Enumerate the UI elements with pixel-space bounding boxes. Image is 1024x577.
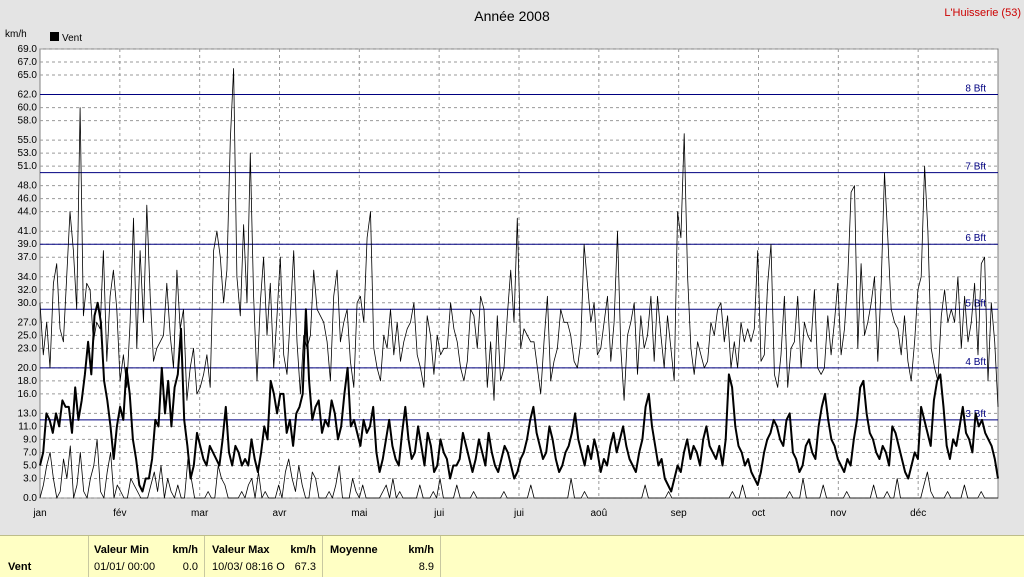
x-tick-label: mar [191,508,209,519]
summary-avg-cell: Moyenne km/h 8.9 [322,536,441,577]
y-tick-label: 46.0 [18,194,38,205]
y-tick-label: 60.0 [18,103,38,114]
y-tick-label: 11.0 [18,421,37,432]
beaufort-label: 7 Bft [965,162,986,173]
legend-swatch [50,32,59,41]
y-tick-label: 48.0 [18,181,38,192]
x-tick-label: oct [752,508,766,519]
series-group [39,68,999,499]
y-tick-label: 16.0 [18,389,38,400]
min-date: 01/01/ 00:00 [94,561,156,573]
avg-unit: km/h [408,544,434,556]
x-tick-label: jan [32,508,46,519]
x-tick-label: déc [910,508,926,519]
station-name: L'Huisserie (53) [944,7,1021,19]
series-line-min [39,438,998,499]
min-value: 0.0 [182,561,198,573]
y-tick-label: 5.0 [23,460,37,471]
y-tick-label: 27.0 [18,317,38,328]
y-tick-label: 37.0 [18,252,38,263]
x-tick-label: sep [671,508,688,519]
y-tick-label: 9.0 [23,434,37,445]
max-header: Valeur Max [212,544,270,556]
avg-value: 8.9 [418,561,434,573]
y-tick-label: 3.0 [23,473,37,484]
y-tick-label: 0.0 [23,493,37,504]
max-value: 67.3 [294,561,316,573]
y-tick-label: 44.0 [18,207,38,218]
x-tick-label: jui [513,508,524,519]
summary-panel: Vent Valeur Min km/h 01/01/ 00:00 0.0 Va… [0,535,1024,577]
y-tick-label: 25.0 [18,330,38,341]
x-tick-label: aoû [590,508,607,519]
max-date: 10/03/ 08:16 O [212,561,285,573]
chart-title: Année 2008 [474,8,550,24]
y-tick-label: 55.0 [18,135,38,146]
y-tick-label: 67.0 [18,57,38,68]
x-tick-label: avr [273,508,288,519]
min-unit: km/h [172,544,198,556]
y-tick-label: 18.0 [18,376,38,387]
x-tick-label: nov [830,508,846,519]
y-tick-label: 34.0 [18,272,38,283]
y-tick-label: 51.0 [18,161,38,172]
beaufort-label: 4 Bft [965,357,986,368]
legend-label: Vent [62,33,82,44]
y-tick-label: 69.0 [18,44,38,55]
y-tick-label: 65.0 [18,70,38,81]
avg-header: Moyenne [330,544,378,556]
series-line-max-gust [39,68,999,407]
beaufort-label: 6 Bft [965,233,986,244]
series-line-mean [39,301,999,493]
summary-min-cell: Valeur Min km/h 01/01/ 00:00 0.0 [88,536,205,577]
x-tick-label: jui [433,508,444,519]
summary-row-label: Vent [8,561,32,573]
y-tick-label: 30.0 [18,298,38,309]
y-tick-label: 58.0 [18,116,38,127]
y-tick-label: 7.0 [23,447,37,458]
wind-chart: Année 2008 L'Huisserie (53) km/h Vent 3 … [5,7,1021,519]
y-tick-label: 62.0 [18,90,38,101]
y-tick-label: 23.0 [18,343,38,354]
summary-row-label-cell: Vent [0,536,89,577]
summary-max-cell: Valeur Max km/h 10/03/ 08:16 O 67.3 [204,536,323,577]
x-tick-label: fév [113,508,126,519]
y-axis-unit: km/h [5,29,27,40]
y-tick-label: 20.0 [18,363,38,374]
y-tick-label: 41.0 [18,226,38,237]
min-header: Valeur Min [94,544,150,556]
x-tick-label: mai [351,508,367,519]
y-tick-label: 53.0 [18,148,38,159]
y-tick-label: 13.0 [18,408,38,419]
x-tick-labels: jan fév mar avr mai jui jui aoû sep oct nov déc [32,508,926,519]
max-unit: km/h [290,544,316,556]
y-tick-labels: 0.0 3.0 5.0 7.0 9.0 11.0 13.0 16.0 18.0 20.0 23.0 2… [18,44,38,504]
y-tick-label: 39.0 [18,239,38,250]
y-tick-label: 32.0 [18,285,38,296]
beaufort-label: 8 Bft [965,84,986,95]
